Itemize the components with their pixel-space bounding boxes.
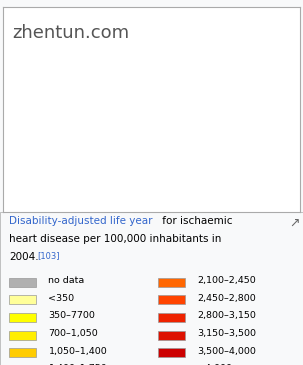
FancyBboxPatch shape: [158, 313, 185, 322]
Text: 350–7700: 350–7700: [48, 311, 95, 320]
FancyBboxPatch shape: [158, 331, 185, 340]
Text: zhentun.com: zhentun.com: [12, 24, 129, 42]
FancyBboxPatch shape: [158, 295, 185, 304]
Text: 700–1,050: 700–1,050: [48, 329, 98, 338]
FancyBboxPatch shape: [9, 348, 36, 357]
Text: <350: <350: [48, 294, 75, 303]
Text: 3,500–4,000: 3,500–4,000: [197, 347, 256, 356]
FancyBboxPatch shape: [158, 278, 185, 287]
Text: 2004.: 2004.: [9, 251, 39, 262]
Text: 1,400–1,750: 1,400–1,750: [48, 364, 107, 365]
FancyBboxPatch shape: [9, 295, 36, 304]
Text: Disability-adjusted life year: Disability-adjusted life year: [9, 216, 153, 226]
Text: 2,100–2,450: 2,100–2,450: [197, 276, 256, 285]
Text: 3,150–3,500: 3,150–3,500: [197, 329, 256, 338]
Text: 2,800–3,150: 2,800–3,150: [197, 311, 256, 320]
Text: 1,050–1,400: 1,050–1,400: [48, 347, 107, 356]
Text: ↗: ↗: [289, 216, 300, 229]
FancyBboxPatch shape: [9, 313, 36, 322]
Text: for ischaemic: for ischaemic: [159, 216, 233, 226]
FancyBboxPatch shape: [9, 278, 36, 287]
Text: [103]: [103]: [37, 251, 60, 261]
Text: no data: no data: [48, 276, 85, 285]
Text: >4,000: >4,000: [197, 364, 232, 365]
FancyBboxPatch shape: [158, 348, 185, 357]
Text: heart disease per 100,000 inhabitants in: heart disease per 100,000 inhabitants in: [9, 234, 221, 244]
FancyBboxPatch shape: [9, 331, 36, 340]
Text: 2,450–2,800: 2,450–2,800: [197, 294, 256, 303]
